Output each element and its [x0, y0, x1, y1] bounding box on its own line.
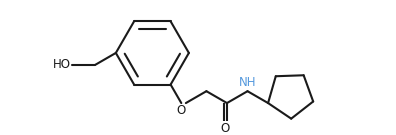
- Text: O: O: [177, 104, 186, 117]
- Text: O: O: [221, 122, 230, 135]
- Text: NH: NH: [239, 76, 256, 89]
- Text: HO: HO: [53, 58, 70, 71]
